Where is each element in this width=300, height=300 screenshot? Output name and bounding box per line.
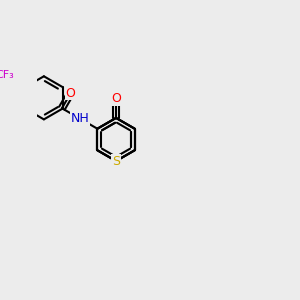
Text: O: O <box>66 87 76 100</box>
Text: O: O <box>111 92 121 105</box>
Text: S: S <box>112 154 120 167</box>
Text: CF₃: CF₃ <box>0 70 14 80</box>
Text: NH: NH <box>70 112 89 125</box>
